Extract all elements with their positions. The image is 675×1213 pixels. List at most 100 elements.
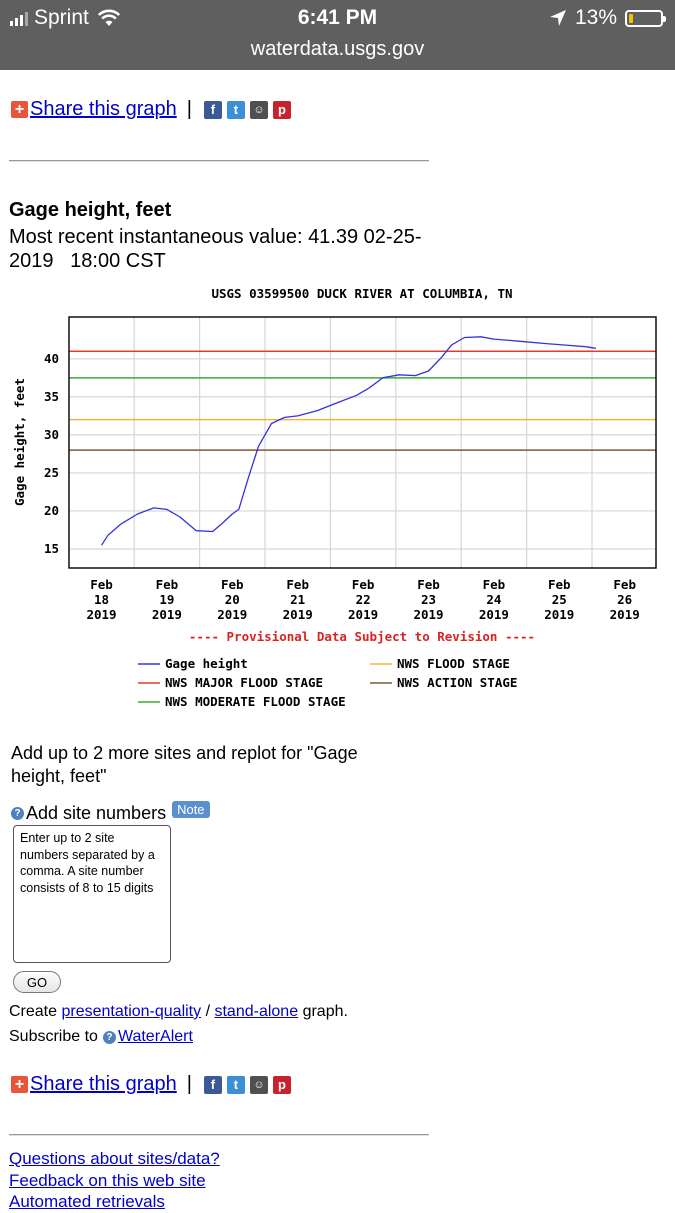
x-tick-label: 19 (159, 592, 174, 607)
x-tick-label: 2019 (283, 607, 313, 622)
legend-label: NWS MAJOR FLOOD STAGE (165, 675, 323, 690)
y-tick-label: 35 (44, 389, 59, 404)
reddit-icon[interactable]: ☺ (249, 100, 268, 119)
create-prefix: Create (9, 1003, 58, 1020)
help-icon[interactable]: ? (11, 807, 24, 820)
footer-links: Questions about sites/data? Feedback on … (9, 1148, 220, 1213)
x-tick-label: 23 (421, 592, 436, 607)
gage-title: Gage height, feet (9, 199, 172, 221)
plus-icon[interactable]: + (11, 101, 28, 118)
x-tick-label: Feb (483, 577, 506, 592)
status-right: 13% (549, 6, 666, 30)
go-button[interactable]: GO (13, 971, 61, 993)
share-graph-link[interactable]: Share this graph (30, 98, 177, 120)
separator: | (186, 98, 192, 120)
battery-percent: 13% (574, 6, 617, 29)
y-tick-labels: 15 20 25 30 35 40 (44, 351, 59, 556)
site-numbers-input[interactable] (13, 825, 171, 963)
questions-link[interactable]: Questions about sites/data? (9, 1149, 220, 1168)
chart-title: USGS 03599500 DUCK RIVER AT COLUMBIA, TN (211, 286, 512, 301)
reddit-icon[interactable]: ☺ (249, 1075, 268, 1094)
divider (9, 160, 429, 162)
provisional-notice: ---- Provisional Data Subject to Revisio… (189, 629, 535, 644)
separator: | (186, 1073, 192, 1095)
x-tick-label: Feb (613, 577, 636, 592)
share-graph-link[interactable]: Share this graph (30, 1073, 177, 1095)
pinterest-icon[interactable]: p (272, 1075, 291, 1094)
add-sites-instructions: Add up to 2 more sites and replot for "G… (11, 743, 358, 786)
series-layer (100, 336, 596, 546)
carrier-name: Sprint (34, 6, 89, 29)
battery-icon (625, 9, 666, 27)
x-tick-label: 25 (552, 592, 567, 607)
y-tick-label: 20 (44, 503, 59, 518)
threshold-lines (69, 350, 656, 451)
create-graph-line: Create presentation-quality / stand-alon… (9, 1003, 348, 1021)
x-tick-label: 2019 (86, 607, 116, 622)
x-tick-label: 18 (94, 592, 109, 607)
twitter-icon[interactable]: t (226, 1075, 245, 1094)
x-tick-label: 22 (356, 592, 371, 607)
share-row-top: + Share this graph | f t ☺ p (11, 98, 296, 121)
location-arrow-icon (549, 10, 566, 26)
x-tick-label: Feb (417, 577, 440, 592)
chart-grid (69, 317, 656, 568)
x-tick-label: 2019 (413, 607, 443, 622)
facebook-icon[interactable]: f (203, 1075, 222, 1094)
stand-alone-link[interactable]: stand-alone (214, 1003, 299, 1020)
share-row-bottom: + Share this graph | f t ☺ p (11, 1073, 296, 1096)
presentation-quality-link[interactable]: presentation-quality (61, 1003, 202, 1020)
x-tick-label: Feb (90, 577, 113, 592)
x-tick-label: Feb (221, 577, 244, 592)
status-bar: Sprint 6:41 PM 13% waterdata.usgs.gov (0, 0, 675, 70)
url-bar[interactable]: waterdata.usgs.gov (250, 38, 425, 60)
automated-retrievals-link[interactable]: Automated retrievals (9, 1192, 165, 1211)
help-icon[interactable]: ? (102, 1030, 116, 1044)
note-badge[interactable]: Note (172, 801, 210, 818)
x-tick-label: 21 (290, 592, 305, 607)
x-tick-label: 2019 (348, 607, 378, 622)
facebook-icon[interactable]: f (203, 100, 222, 119)
wateralert-link[interactable]: WaterAlert (117, 1028, 193, 1045)
y-tick-label: 25 (44, 465, 59, 480)
x-tick-label: Feb (286, 577, 309, 592)
y-tick-label: 15 (44, 541, 59, 556)
add-site-row: ? Add site numbers Note (11, 801, 210, 824)
x-tick-label: 2019 (152, 607, 182, 622)
legend-label: NWS FLOOD STAGE (397, 656, 510, 671)
plus-icon[interactable]: + (11, 1076, 28, 1093)
pinterest-icon[interactable]: p (272, 100, 291, 119)
x-tick-label: 2019 (217, 607, 247, 622)
y-axis-label: Gage height, feet (12, 378, 27, 506)
wifi-icon (97, 9, 120, 26)
clock: 6:41 PM (297, 6, 378, 29)
create-suffix: graph. (302, 1003, 348, 1020)
x-tick-label: Feb (548, 577, 571, 592)
x-tick-label: Feb (156, 577, 179, 592)
divider (9, 1134, 429, 1136)
chart-legend: Gage height NWS FLOOD STAGE NWS MAJOR FLOO… (138, 656, 517, 709)
gage-height-chart: USGS 03599500 DUCK RIVER AT COLUMBIA, TN… (12, 286, 657, 709)
x-tick-label: 2019 (479, 607, 509, 622)
subscribe-line: Subscribe to ? WaterAlert (9, 1028, 193, 1046)
legend-label: NWS ACTION STAGE (397, 675, 517, 690)
series-line (100, 336, 596, 546)
y-tick-label: 40 (44, 351, 59, 366)
recent-value: Most recent instantaneous value: 41.39 0… (9, 226, 422, 272)
x-tick-label: 26 (617, 592, 632, 607)
x-tick-label: 24 (486, 592, 501, 607)
twitter-icon[interactable]: t (226, 100, 245, 119)
x-tick-label: 2019 (610, 607, 640, 622)
y-tick-label: 30 (44, 427, 59, 442)
x-tick-label: 20 (225, 592, 240, 607)
x-tick-labels: Feb182019Feb192019Feb202019Feb212019Feb2… (86, 577, 639, 622)
subscribe-prefix: Subscribe to (9, 1028, 98, 1045)
add-site-label: Add site numbers (26, 803, 167, 823)
legend-label: Gage height (165, 656, 248, 671)
x-tick-label: Feb (352, 577, 375, 592)
legend-label: NWS MODERATE FLOOD STAGE (165, 694, 346, 709)
signal-icon (10, 10, 28, 26)
create-slash: / (205, 1003, 211, 1020)
plot-frame (68, 316, 657, 569)
feedback-link[interactable]: Feedback on this web site (9, 1170, 206, 1190)
